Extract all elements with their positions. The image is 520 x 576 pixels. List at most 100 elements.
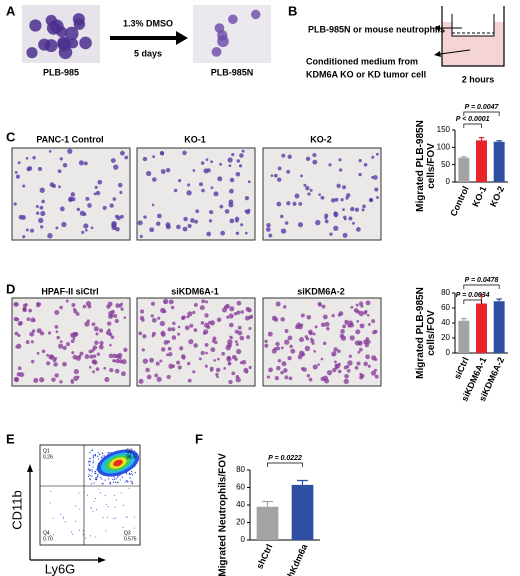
- cell: [22, 235, 26, 239]
- cell: [146, 170, 152, 177]
- event: [113, 494, 115, 496]
- cell: [161, 332, 166, 337]
- cell: [282, 305, 287, 309]
- cell: [95, 332, 99, 336]
- cell: [30, 359, 35, 364]
- cell: [294, 193, 300, 199]
- cell: [36, 351, 40, 355]
- y-tick-label: 20: [441, 333, 450, 342]
- cell: [84, 354, 90, 360]
- cell: [362, 204, 366, 209]
- cell: [314, 325, 318, 329]
- cell: [334, 197, 339, 202]
- cell: [328, 163, 332, 167]
- cell: [283, 368, 288, 373]
- cell: [202, 331, 207, 335]
- cell: [221, 351, 226, 356]
- cell: [273, 347, 277, 351]
- cell: [192, 370, 196, 374]
- cell: [94, 185, 98, 189]
- cell: [173, 188, 178, 193]
- cell: [244, 195, 250, 201]
- cell: [236, 348, 242, 355]
- cell: [371, 155, 375, 159]
- cell: [166, 340, 171, 344]
- cell: [275, 341, 280, 347]
- cell: [19, 372, 25, 378]
- quadrant-name: Q2: [126, 448, 133, 454]
- cell: [308, 331, 313, 336]
- event: [97, 476, 99, 478]
- cell: [177, 325, 181, 329]
- cell: [79, 351, 84, 356]
- cell: [201, 188, 205, 193]
- cell: [320, 376, 326, 382]
- cell: [281, 361, 287, 367]
- cell: [209, 366, 214, 371]
- cell: [177, 332, 181, 336]
- cell: [13, 202, 17, 206]
- cell: [281, 153, 286, 158]
- cell: [41, 199, 45, 204]
- pointer-head: [434, 51, 441, 57]
- cell: [25, 156, 29, 160]
- event: [113, 476, 115, 479]
- cell: [26, 47, 38, 59]
- cell: [365, 337, 370, 341]
- cell: [311, 341, 315, 345]
- cell: [284, 339, 290, 345]
- cell: [347, 323, 352, 328]
- duration: 5 days: [134, 48, 162, 58]
- cell: [91, 359, 97, 365]
- cell: [227, 157, 233, 163]
- cell: [228, 322, 234, 328]
- event: [112, 478, 114, 481]
- cell: [160, 307, 166, 314]
- event: [105, 530, 107, 532]
- image-label: PLB-985N: [211, 67, 254, 77]
- cell: [176, 360, 181, 365]
- image-title: siKDM6A-1: [171, 286, 219, 296]
- cell: [300, 174, 303, 178]
- cell: [180, 354, 186, 359]
- cell: [87, 304, 92, 309]
- cell: [288, 376, 293, 381]
- cell: [13, 377, 20, 383]
- event: [60, 513, 62, 515]
- event: [89, 478, 91, 481]
- event: [94, 454, 96, 457]
- event: [93, 500, 95, 502]
- cell: [95, 190, 101, 196]
- cell: [94, 340, 99, 345]
- event: [63, 517, 65, 519]
- event: [118, 475, 120, 477]
- cell: [24, 303, 28, 307]
- cell: [244, 231, 248, 235]
- cell: [105, 330, 112, 336]
- cell: [287, 154, 292, 159]
- cell: [36, 211, 40, 215]
- cell: [68, 197, 73, 203]
- image-label: PLB-985: [43, 67, 79, 77]
- cell: [306, 374, 311, 378]
- cell: [83, 223, 89, 229]
- cell: [240, 223, 244, 227]
- significance-bracket: [463, 284, 500, 289]
- cell: [55, 330, 59, 333]
- cell: [300, 323, 304, 327]
- cell: [30, 317, 36, 323]
- cell: [205, 300, 209, 304]
- cell: [65, 299, 69, 303]
- cell: [98, 344, 104, 350]
- cell: [363, 361, 368, 367]
- cell: [36, 303, 40, 308]
- cell: [55, 226, 59, 230]
- significance-bracket: [463, 123, 482, 128]
- cell: [296, 322, 302, 328]
- cell: [71, 351, 75, 355]
- cell: [308, 377, 313, 382]
- event: [115, 499, 117, 501]
- cell: [374, 357, 378, 361]
- cell: [231, 153, 235, 157]
- cell: [358, 158, 362, 163]
